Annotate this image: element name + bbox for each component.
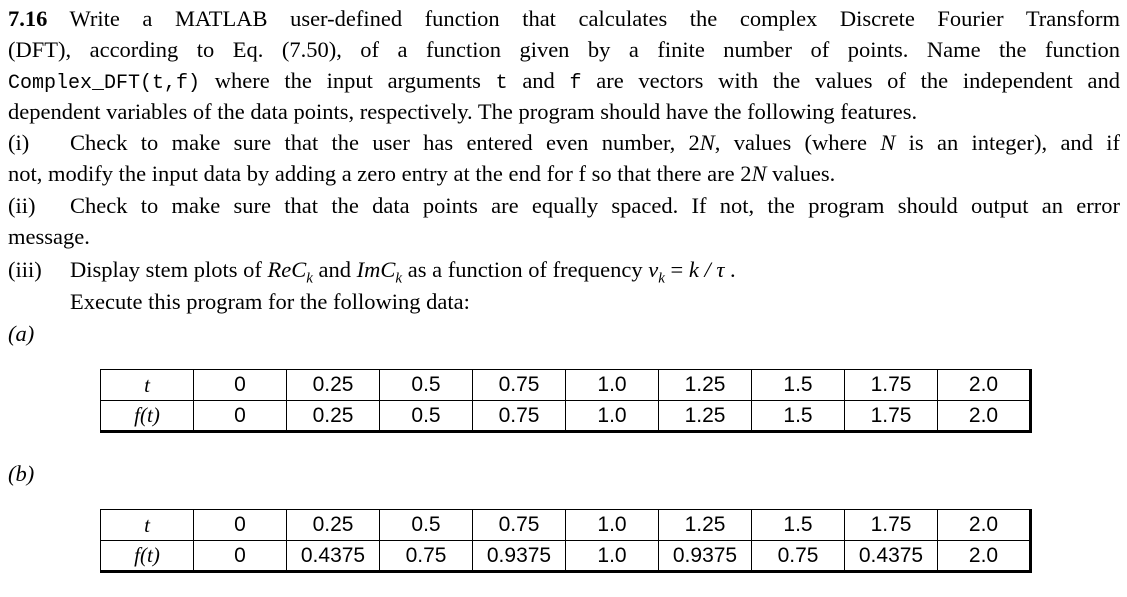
table-cell: 0 (193, 540, 287, 572)
problem-text-3a: where the input arguments (200, 68, 496, 93)
table-cell: 1.25 (658, 509, 752, 541)
item-ii-marker: (ii) (8, 193, 36, 218)
var-n: N (880, 130, 896, 155)
code-f: f (569, 72, 582, 95)
table-cell: 2.0 (937, 369, 1031, 401)
item-iii-text-b: as a function of frequency (402, 257, 649, 282)
table-cell: 0.5 (379, 509, 473, 541)
table-cell: 0 (193, 369, 287, 401)
header-t: t (100, 369, 194, 401)
table-cell: 0.75 (379, 540, 473, 572)
table-cell: 0.9375 (472, 540, 566, 572)
data-table-b: t 0 0.25 0.5 0.75 1.0 1.25 1.5 1.75 2.0 … (100, 509, 1032, 573)
table-cell: 2.0 (937, 509, 1031, 541)
item-i-text-c: is an integer), and if (895, 130, 1120, 155)
table-cell: 2.0 (937, 400, 1031, 432)
table-cell: 0 (193, 400, 287, 432)
table-cell: 0 (193, 509, 287, 541)
item-ii-text-line: Check to make sure that the data points … (70, 193, 1120, 218)
table-cell: 1.25 (658, 400, 752, 432)
k-over-tau: k / τ (688, 257, 725, 282)
problem-line-2: (DFT), according to Eq. (7.50), of a fun… (8, 37, 1120, 62)
table-cell: 1.75 (844, 400, 938, 432)
table-cell: 0.75 (472, 400, 566, 432)
item-i-marker: (i) (8, 130, 30, 155)
item-ii-continuation: message. (8, 224, 90, 249)
table-cell: 1.0 (565, 369, 659, 401)
table-cell: 1.5 (751, 400, 845, 432)
table-cell: 0.25 (286, 509, 380, 541)
table-cell: 0.4375 (286, 540, 380, 572)
subscript-k: k (306, 270, 313, 287)
item-iii-text-a: Display stem plots of (70, 257, 268, 282)
table-cell: 0.9375 (658, 540, 752, 572)
table-cell: 0.5 (379, 400, 473, 432)
table-cell: 1.75 (844, 509, 938, 541)
header-f: f(t) (100, 540, 194, 572)
problem-text-1: Write a MATLAB user-defined function tha… (47, 6, 1120, 31)
table-cell: 1.5 (751, 509, 845, 541)
equals-sign: = (664, 257, 689, 282)
table-cell: 0.25 (286, 400, 380, 432)
code-t: t (495, 72, 508, 95)
problem-text-3b: and (507, 68, 570, 93)
item-i-cont-a: not, modify the input data by adding a z… (8, 161, 752, 186)
table-cell: 2.0 (937, 540, 1031, 572)
table-cell: 1.25 (658, 369, 752, 401)
data-table-a: t 0 0.25 0.5 0.75 1.0 1.25 1.5 1.75 2.0 … (100, 369, 1032, 433)
header-f: f(t) (100, 400, 194, 432)
problem-line-3: Complex_DFT(t,f) where the input argumen… (8, 65, 1120, 96)
item-i-text-b: , values (where (714, 130, 881, 155)
part-a-label: (a) (8, 321, 35, 346)
header-t: t (100, 509, 194, 541)
nu-symbol: ν (648, 257, 659, 282)
problem-text-3c: are vectors with the values of the indep… (581, 68, 1120, 93)
problem-line-4: dependent variables of the data points, … (8, 99, 918, 124)
im-ck: ImC (356, 257, 396, 282)
table-cell: 0.4375 (844, 540, 938, 572)
table-row-t: t 0 0.25 0.5 0.75 1.0 1.25 1.5 1.75 2.0 (100, 509, 1031, 541)
table-cell: 0.75 (472, 369, 566, 401)
table-cell: 0.5 (379, 369, 473, 401)
table-cell: 0.75 (751, 540, 845, 572)
period: . (724, 257, 736, 282)
function-name-code: Complex_DFT(t,f) (8, 72, 201, 95)
item-iii-and: and (312, 257, 357, 282)
var-n: N (751, 161, 767, 186)
table-cell: 1.0 (565, 540, 659, 572)
table-cell: 0.25 (286, 369, 380, 401)
subscript-k: k (395, 270, 403, 287)
table-row-f: f(t) 0 0.25 0.5 0.75 1.0 1.25 1.5 1.75 2… (100, 400, 1031, 432)
part-b-label: (b) (8, 461, 35, 486)
table-cell: 1.0 (565, 509, 659, 541)
item-ii-text: Check to make sure that the data points … (70, 190, 1120, 221)
item-iii-text: Display stem plots of ReCk and ImCk as a… (70, 254, 736, 295)
problem-line-1: 7.16 Write a MATLAB user-defined functio… (8, 3, 1120, 34)
table-row-t: t 0 0.25 0.5 0.75 1.0 1.25 1.5 1.75 2.0 (100, 369, 1031, 401)
subscript-k: k (658, 270, 665, 287)
table-cell: 0.75 (472, 509, 566, 541)
table-cell: 1.0 (565, 400, 659, 432)
item-i-text: Check to make sure that the user has ent… (70, 127, 1120, 158)
table-cell: 1.75 (844, 369, 938, 401)
problem-number: 7.16 (8, 6, 48, 31)
item-i-continuation: not, modify the input data by adding a z… (8, 158, 835, 189)
execute-instruction: Execute this program for the following d… (70, 289, 470, 314)
table-cell: 1.5 (751, 369, 845, 401)
problem-statement: 7.16 Write a MATLAB user-defined functio… (8, 3, 1120, 127)
item-i-text-a: Check to make sure that the user has ent… (70, 130, 700, 155)
item-i-cont-b: values. (766, 161, 836, 186)
re-ck: ReC (267, 257, 307, 282)
var-n: N (699, 130, 715, 155)
table-row-f: f(t) 0 0.4375 0.75 0.9375 1.0 0.9375 0.7… (100, 540, 1031, 572)
item-iii-marker: (iii) (8, 257, 42, 282)
